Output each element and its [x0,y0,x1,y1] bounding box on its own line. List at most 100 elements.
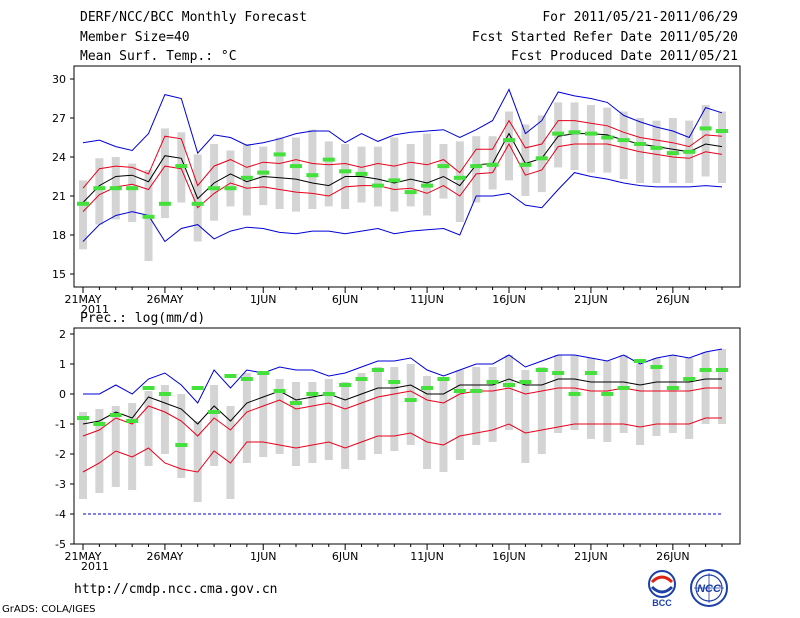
chart0-observed-marker [158,201,171,206]
chart1-ensemble-box [357,373,366,460]
chart1-series-upper-blue [83,348,723,404]
chart1-ensemble-box [455,370,464,460]
chart1-observed-marker [519,380,532,384]
grads-credit: GrADS: COLA/IGES [2,604,96,615]
chart0-observed-marker [371,183,384,188]
chart1-observed-marker [240,377,253,381]
chart1-observed-marker [552,371,565,375]
chart1-ensemble-box [210,385,219,466]
chart0-observed-marker [273,152,286,157]
chart1-observed-marker [371,368,384,372]
chart1-ensemble-box [668,355,677,433]
chart0-observed-marker [191,201,204,206]
chart1-x-tick-label: 21MAY [65,550,102,563]
chart0-observed-marker [716,129,728,133]
chart1-observed-marker [109,413,122,417]
chart1-observed-marker [306,392,319,396]
chart1-ensemble-box [144,391,153,466]
chart0-y-tick-label: 18 [52,229,66,242]
chart0-observed-marker [666,151,679,156]
chart1-ensemble-box [505,355,513,430]
chart0-observed-marker [617,138,630,143]
chart1-x-tick-label: 26JUN [656,550,690,563]
chart1-ensemble-box [226,406,235,499]
chart0-observed-marker [699,126,712,131]
chart1-x-tick-label: 11JUN [410,550,444,563]
chart1-ensemble-box [242,373,251,463]
chart0-x-tick-label: 21JUN [574,293,608,306]
chart0-y-tick-label: 27 [52,112,66,125]
chart0-observed-marker [568,130,581,135]
chart1-observed-marker [191,386,204,390]
chart0-observed-marker [535,156,548,161]
chart0-ensemble-box [226,150,235,207]
chart1-ensemble-box [373,367,382,454]
chart1-observed-marker [158,392,171,396]
bcc-logo: BCC [648,570,676,608]
chart0-ensemble-box [701,105,710,177]
chart1-ensemble-box [79,412,87,499]
chart1-ensemble-box [554,355,563,433]
chart0-ensemble-box [373,146,382,207]
chart0-ensemble-box [308,129,317,209]
chart1-observed-marker [650,365,663,369]
chart0-ensemble-box [668,118,677,183]
chart0-ensemble-box [324,141,333,207]
chart0-observed-marker [126,186,139,191]
chart0-ensemble-box [636,118,645,183]
chart1-ensemble-box [341,382,350,469]
chart1-ensemble-box [718,349,726,424]
chart0-observed-marker [208,186,221,191]
chart0-ensemble-box [652,120,661,183]
chart1-ensemble-box [636,364,645,445]
chart0-series-lower-blue [82,172,723,243]
chart0-ensemble-box [128,163,137,222]
chart1-observed-marker [601,392,614,396]
chart1-observed-marker [535,368,548,372]
chart0-observed-marker [290,164,302,169]
chart0-frame [73,65,741,288]
chart0-observed-marker [552,131,565,136]
chart0-x-year-label: 2011 [81,303,109,316]
chart1-ensemble-box [586,358,595,439]
chart1-series-mean [82,378,722,425]
chart0-series-lower-red [82,142,723,212]
chart0-x-tick-label: 21MAY [65,293,102,306]
chart1-x-tick-label: 6JUN [332,550,359,563]
ncc-logo: NCC [690,569,728,607]
chart1-title: Prec.: log(mm/d) [80,311,205,326]
chart0-observed-marker [601,135,614,140]
chart1-observed-marker [634,359,647,363]
chart1-observed-marker [716,368,728,372]
chart0-x-tick-label: 16JUN [492,293,526,306]
chart1-ensemble-box [423,376,432,469]
chart0-observed-marker [257,170,270,175]
chart0-x-tick-label: 26MAY [146,293,183,306]
chart1-ensemble-box [324,379,333,460]
variable-label: Mean Surf. Temp.: °C [80,49,237,64]
chart1-ensemble-box [95,409,104,493]
chart0-ensemble-box [586,105,595,173]
chart0-observed-marker [224,186,237,191]
chart1-observed-marker [568,392,581,396]
chart1-x-tick-label: 1JUN [250,550,277,563]
chart1-ensemble-box [160,385,169,454]
chart1-observed-marker [322,392,335,396]
chart1-y-tick-label: -5 [55,538,66,551]
chart1-series-upper-red [82,387,722,437]
chart1-ensemble-box [652,358,661,436]
chart1-observed-marker [421,386,434,390]
chart1-y-tick-label: -2 [55,448,66,461]
chart1-observed-marker [503,383,515,387]
chart1-observed-marker [224,374,237,378]
chart0-observed-marker [142,214,155,219]
chart0-ensemble-box [570,102,579,170]
chart0-ensemble-box [718,111,726,183]
chart0-ensemble-box [619,111,628,180]
chart0-ensemble-box [210,144,219,221]
chart1-observed-marker [617,386,630,390]
chart1-ensemble-box [685,358,694,439]
chart0-ensemble-box [79,180,87,250]
chart1-observed-marker [388,380,401,384]
chart0-ensemble-box [95,158,104,225]
